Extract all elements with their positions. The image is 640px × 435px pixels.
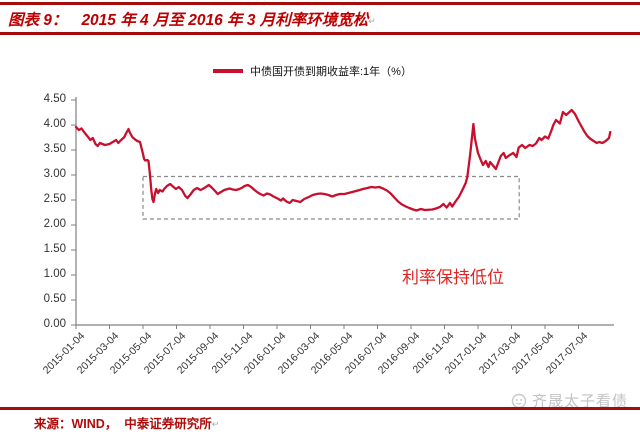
chart-legend: 中债国开债到期收益率:1年（%） — [213, 63, 412, 79]
legend-line-swatch-icon — [213, 69, 243, 73]
source-text: 来源：WIND， 中泰证券研究所 — [34, 417, 212, 431]
y-axis-tick-label: 3.50 — [43, 143, 66, 155]
title-rule-bottom — [0, 32, 640, 35]
y-axis-tick-label: 3.00 — [43, 168, 66, 180]
y-axis-tick-label: 0.00 — [43, 318, 66, 330]
y-axis-tick-label: 4.50 — [43, 93, 66, 105]
figure-title-text: 2015 年 4 月至 2016 年 3 月利率环境宽松 — [81, 12, 369, 29]
y-axis-tick-label: 2.00 — [43, 218, 66, 230]
y-axis-tick-label: 1.50 — [43, 243, 66, 255]
y-axis-tick-label: 0.50 — [43, 293, 66, 305]
paragraph-mark-icon: ↵ — [211, 419, 220, 429]
figure-label: 图表 9： — [8, 12, 68, 29]
watermark-text: 齐晟太子看债 — [531, 393, 628, 410]
title-rule-top — [0, 2, 640, 5]
footer-rule — [0, 407, 640, 410]
paragraph-mark-icon: ↵ — [368, 16, 376, 26]
y-axis-tick-label: 4.00 — [43, 118, 66, 130]
chart-annotation: 利率保持低位 — [402, 268, 504, 287]
yield-series-line — [74, 108, 612, 212]
source-note: 来源：WIND， 中泰证券研究所↵ — [34, 413, 219, 432]
legend-series-label: 中债国开债到期收益率:1年（%） — [250, 66, 412, 78]
figure-title: 图表 9： 2015 年 4 月至 2016 年 3 月利率环境宽松↵ — [8, 8, 376, 30]
y-axis-tick-label: 1.00 — [43, 268, 66, 280]
low-rate-period-box — [142, 175, 520, 220]
y-axis-tick-label: 2.50 — [43, 193, 66, 205]
